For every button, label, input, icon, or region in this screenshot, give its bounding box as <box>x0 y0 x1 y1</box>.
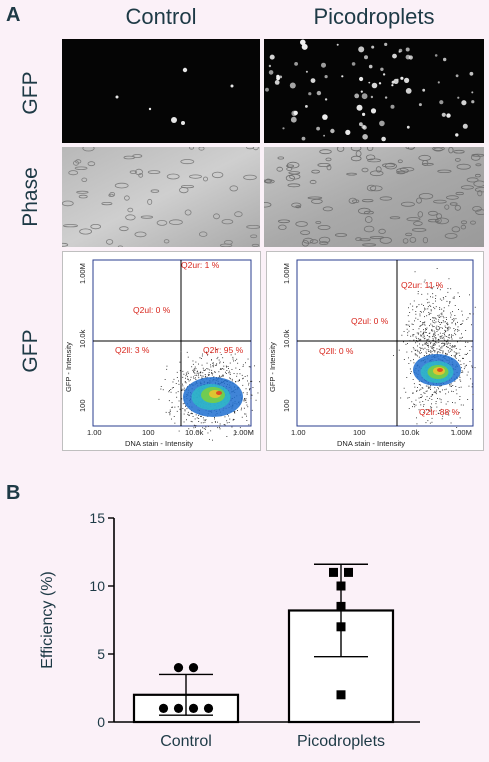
data-point <box>188 703 199 713</box>
y-axis-label: Efficiency (%) <box>39 571 56 669</box>
data-point <box>344 567 353 577</box>
column-header-control: Control <box>125 4 197 29</box>
phase-image-picodroplets <box>264 147 484 247</box>
flow-quadrant-lr: Q2lr: 95 % <box>203 345 244 355</box>
flow-x-label: DNA stain - Intensity <box>337 439 405 448</box>
data-point <box>336 622 346 632</box>
x-tick-label: Control <box>160 733 212 750</box>
flow-x-tick: 100 <box>353 428 366 437</box>
data-point <box>336 581 346 591</box>
flow-x-label: DNA stain - Intensity <box>125 439 193 448</box>
flow-quadrant-ur: Q2ur: 1 % <box>181 260 220 270</box>
flow-quadrant-ll: Q2ll: 3 % <box>115 345 150 355</box>
flow-quadrant-ul: Q2ul: 0 % <box>351 316 389 326</box>
y-tick-label: 10 <box>89 578 105 594</box>
flow-quadrant-ll: Q2ll: 0 % <box>319 346 354 356</box>
data-point <box>188 663 199 673</box>
flow-quadrant-ur: Q2ur: 11 % <box>401 280 444 290</box>
flow-x-tick: 1.00 <box>87 428 102 437</box>
row-label-gfp: GFP <box>19 71 42 115</box>
flow-x-tick: 1.00 <box>291 428 306 437</box>
row-label-gfp-flow: GFP <box>19 329 42 373</box>
data-point <box>173 703 184 713</box>
gfp-image-picodroplets <box>264 39 484 143</box>
data-point <box>329 567 338 577</box>
flow-y-label: GFP - Intensity <box>268 342 277 392</box>
flow-y-tick: 1.00M <box>282 263 291 284</box>
flow-quadrant-lr: Q2lr: 88 % <box>419 407 460 417</box>
data-point <box>336 601 346 611</box>
efficiency-bar-chart: 0 5 10 15 Efficiency (%) Control Picodroplets <box>39 510 420 750</box>
flow-y-tick: 100 <box>78 399 87 412</box>
flow-y-tick: 100 <box>282 399 291 412</box>
phase-image-control <box>62 147 260 247</box>
data-point <box>173 663 184 673</box>
y-tick-label: 0 <box>97 714 105 730</box>
panel-b-letter: B <box>6 482 21 504</box>
flow-y-label: GFP - Intensity <box>64 342 73 392</box>
data-point <box>336 690 346 700</box>
flow-y-tick: 10.0k <box>282 329 291 348</box>
x-tick-label: Picodroplets <box>297 733 385 750</box>
flow-plot-picodroplets: Q2ur: 11 % Q2ul: 0 % Q2ll: 0 % Q2lr: 88 … <box>266 251 484 451</box>
panel-a-letter: A <box>6 4 21 26</box>
flow-x-tick: 1.00M <box>233 428 254 437</box>
data-point <box>158 703 169 713</box>
flow-y-tick: 1.00M <box>78 263 87 284</box>
flow-quadrant-ul: Q2ul: 0 % <box>133 305 171 315</box>
flow-y-tick: 10.0k <box>78 329 87 348</box>
y-tick-label: 15 <box>89 510 105 526</box>
data-point <box>203 703 214 713</box>
flow-x-tick: 10.0k <box>401 428 420 437</box>
flow-x-tick: 100 <box>142 428 155 437</box>
row-label-phase: Phase <box>19 167 42 227</box>
gfp-image-control <box>62 39 260 143</box>
column-header-picodroplets: Picodroplets <box>313 4 435 29</box>
flow-x-tick: 10.0k <box>185 428 204 437</box>
flow-plot-control: Q2ur: 1 % Q2ul: 0 % Q2ll: 3 % Q2lr: 95 %… <box>62 251 271 451</box>
flow-x-tick: 1.00M <box>451 428 472 437</box>
y-tick-label: 5 <box>97 646 105 662</box>
